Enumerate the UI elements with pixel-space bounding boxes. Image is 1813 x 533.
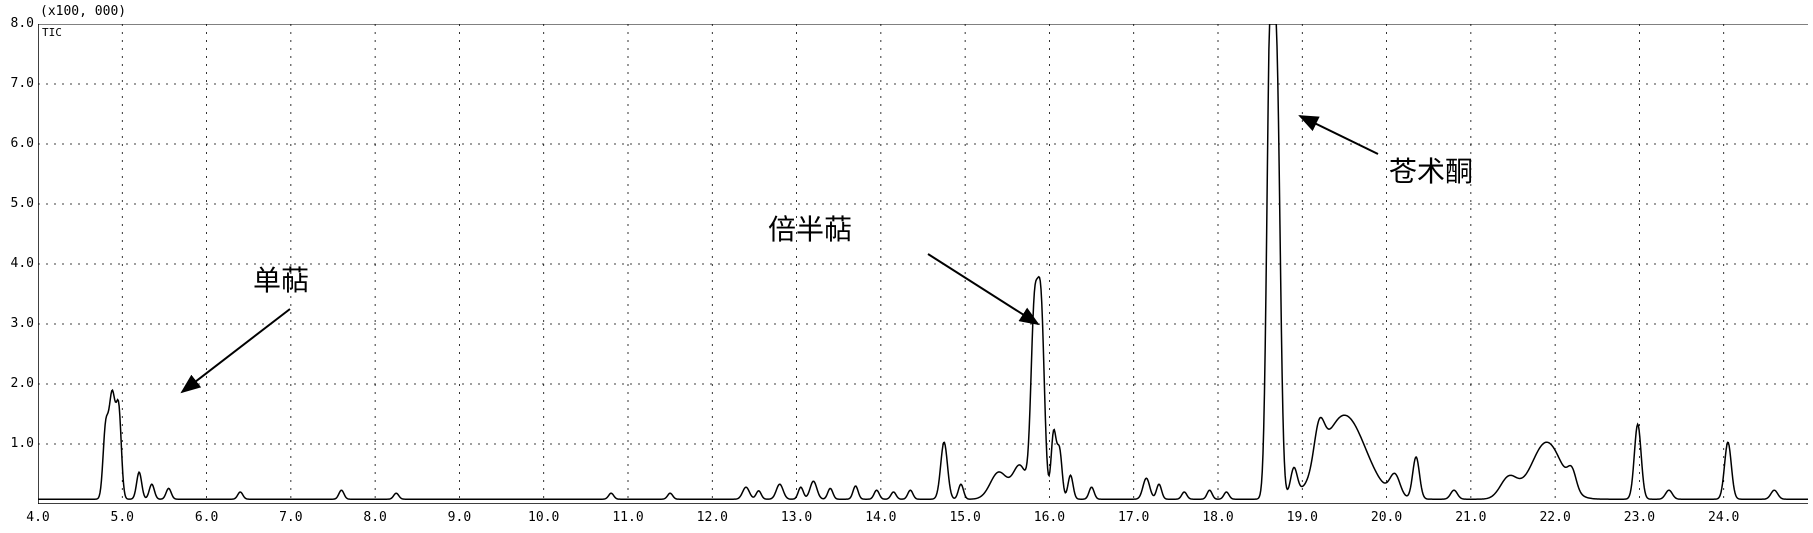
x-tick-label: 16.0	[1029, 510, 1069, 525]
annotation-arrow	[182, 309, 290, 392]
x-tick-label: 22.0	[1535, 510, 1575, 525]
x-tick-label: 6.0	[187, 510, 227, 525]
x-tick-label: 7.0	[271, 510, 311, 525]
x-tick-label: 17.0	[1114, 510, 1154, 525]
x-tick-label: 20.0	[1367, 510, 1407, 525]
x-tick-label: 5.0	[102, 510, 142, 525]
x-tick-label: 23.0	[1619, 510, 1659, 525]
y-tick-label: 4.0	[2, 256, 34, 271]
x-tick-label: 11.0	[608, 510, 648, 525]
y-tick-label: 2.0	[2, 376, 34, 391]
annotation-arrow	[1300, 116, 1378, 154]
y-tick-label: 1.0	[2, 436, 34, 451]
x-tick-label: 18.0	[1198, 510, 1238, 525]
y-tick-label: 8.0	[2, 16, 34, 31]
chromatogram-container: (x100, 000) TIC 1.0 2.0 3.0 4.0 5.0 6.0 7.0 8.0…	[0, 0, 1813, 533]
x-tick-label: 14.0	[861, 510, 901, 525]
x-tick-label: 9.0	[439, 510, 479, 525]
y-tick-label: 7.0	[2, 76, 34, 91]
tic-label: TIC	[42, 26, 62, 39]
annotation-label: 单萜	[253, 259, 309, 299]
x-tick-label: 10.0	[524, 510, 564, 525]
annotation-label: 倍半萜	[768, 208, 852, 248]
x-tick-label: 24.0	[1704, 510, 1744, 525]
y-tick-label: 5.0	[2, 196, 34, 211]
x-tick-label: 19.0	[1282, 510, 1322, 525]
x-tick-label: 15.0	[945, 510, 985, 525]
annotation-label: 苍术酮	[1389, 150, 1473, 190]
x-tick-label: 13.0	[777, 510, 817, 525]
x-tick-label: 4.0	[18, 510, 58, 525]
y-tick-label: 6.0	[2, 136, 34, 151]
x-tick-label: 8.0	[355, 510, 395, 525]
x-tick-label: 21.0	[1451, 510, 1491, 525]
y-tick-label: 3.0	[2, 316, 34, 331]
annotation-arrow	[928, 254, 1038, 324]
y-multiplier-label: (x100, 000)	[40, 4, 126, 19]
x-tick-label: 12.0	[692, 510, 732, 525]
